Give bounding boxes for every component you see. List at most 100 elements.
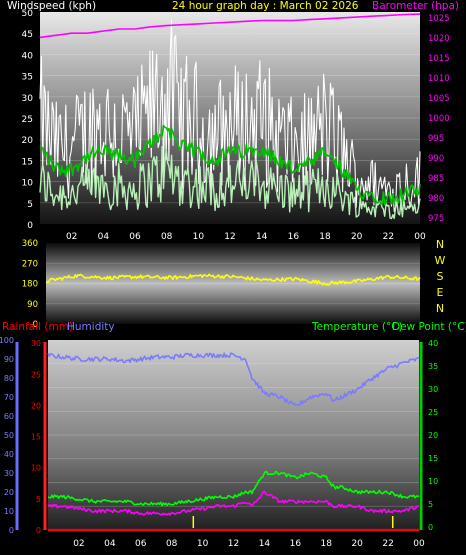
wind-barometer-panel: Windspeed (kph) 24 hour graph day : Marc… xyxy=(7,0,459,242)
direction-ticks: 0 90 180 270 360 xyxy=(22,239,38,330)
tick-label: 18 xyxy=(321,539,333,549)
temperature-axis-label: Temperature (°C) xyxy=(311,321,403,333)
tick-label: 0 xyxy=(33,320,38,330)
tick-label: 1020 xyxy=(428,34,450,44)
compass-label: E xyxy=(437,286,444,299)
tick-label: 30 xyxy=(22,94,34,104)
tick-label: 100 xyxy=(0,336,14,345)
compass-label: W xyxy=(435,254,446,267)
wind-light-line xyxy=(39,145,421,220)
tick-label: 16 xyxy=(290,539,302,549)
tick-label: 30 xyxy=(4,469,14,478)
tick-label: 0 xyxy=(27,221,33,231)
tick-label: 5 xyxy=(27,200,33,210)
tick-label: 15 xyxy=(22,157,33,167)
dewpoint-axis-label: Dew Point (°C) xyxy=(392,321,466,333)
tick-label: 30 xyxy=(428,385,438,394)
tick-label: 30 xyxy=(31,339,41,348)
tick-label: 50 xyxy=(22,9,34,19)
windspeed-line xyxy=(39,124,421,206)
tick-label: 14 xyxy=(259,539,271,549)
compass-label: N xyxy=(436,238,444,251)
tick-label: 80 xyxy=(4,374,14,383)
temperature-ticks: 0 5 10 15 20 25 30 35 40 xyxy=(428,339,438,532)
tick-label: 12 xyxy=(224,232,235,242)
humidity-line xyxy=(47,352,420,407)
x-axis-ticks: 02 04 06 08 10 12 14 16 18 20 22 00 xyxy=(66,232,426,242)
tick-label: 1005 xyxy=(428,94,450,104)
barometer-ticks: 975 980 985 990 995 1000 1005 1010 1015 1020 1025 xyxy=(428,14,450,224)
tick-label: 90 xyxy=(27,300,38,310)
tick-label: 360 xyxy=(22,239,38,249)
tick-label: 20 xyxy=(4,488,14,497)
tick-label: 0 xyxy=(36,526,41,535)
tick-label: 15 xyxy=(428,454,438,463)
tick-label: 25 xyxy=(31,370,41,379)
tick-label: 22 xyxy=(383,232,394,242)
tick-label: 00 xyxy=(414,232,426,242)
gust-line xyxy=(39,19,421,213)
tick-label: 70 xyxy=(4,393,14,402)
compass-label: S xyxy=(437,270,444,283)
tick-label: 25 xyxy=(428,408,438,417)
tick-label: 975 xyxy=(428,214,444,224)
tick-label: 10 xyxy=(197,539,209,549)
x-axis-ticks: 02 04 06 08 10 12 14 16 18 20 22 00 xyxy=(73,539,425,549)
tick-label: 90 xyxy=(4,355,14,364)
barometer-line xyxy=(39,13,421,39)
tick-label: 1010 xyxy=(428,74,450,84)
series-layer xyxy=(45,273,421,286)
tick-label: 990 xyxy=(428,154,444,164)
wind-direction-line xyxy=(45,273,421,286)
dewpoint-line xyxy=(47,490,420,516)
tick-label: 02 xyxy=(73,539,84,549)
tick-label: 35 xyxy=(428,362,438,371)
barometer-axis-label: Barometer (hpa) xyxy=(372,0,459,12)
tick-label: 40 xyxy=(428,339,438,348)
tick-label: 25 xyxy=(22,115,33,125)
gridlines xyxy=(46,262,420,305)
tick-label: 10 xyxy=(428,477,438,486)
windspeed-ticks: 0 5 10 15 20 25 30 35 40 45 50 xyxy=(22,9,34,231)
tick-label: 20 xyxy=(22,136,34,146)
tick-label: 1000 xyxy=(428,114,450,124)
tick-label: 1025 xyxy=(428,14,450,24)
tick-label: 06 xyxy=(129,232,141,242)
tick-label: 20 xyxy=(351,539,363,549)
tick-label: 20 xyxy=(31,401,41,410)
tick-label: 22 xyxy=(382,539,393,549)
tick-label: 270 xyxy=(22,259,38,269)
tick-label: 1015 xyxy=(428,54,450,64)
tick-label: 980 xyxy=(428,194,444,204)
rainfall-ticks: 0 5 10 15 20 25 30 xyxy=(31,339,41,535)
tick-label: 16 xyxy=(288,232,300,242)
tick-label: 35 xyxy=(22,73,33,83)
series-layer xyxy=(47,352,420,532)
tick-label: 12 xyxy=(228,539,239,549)
tick-label: 04 xyxy=(98,232,110,242)
tick-label: 5 xyxy=(36,495,41,504)
tick-label: 20 xyxy=(351,232,363,242)
tick-label: 10 xyxy=(31,464,41,473)
tick-label: 08 xyxy=(161,232,173,242)
tick-label: 00 xyxy=(413,539,425,549)
tick-label: 15 xyxy=(31,433,41,442)
tick-label: 04 xyxy=(104,539,116,549)
tick-label: 06 xyxy=(135,539,147,549)
tick-label: 10 xyxy=(4,507,14,516)
tick-label: 5 xyxy=(428,500,433,509)
humidity-axis-label: Humidity xyxy=(67,321,115,333)
tick-label: 60 xyxy=(4,412,14,421)
tick-label: 50 xyxy=(4,431,14,440)
tick-label: 0 xyxy=(428,523,433,532)
tick-label: 45 xyxy=(22,30,33,40)
tick-label: 40 xyxy=(22,51,34,61)
plot-area-direction xyxy=(46,243,420,324)
windspeed-axis-label: Windspeed (kph) xyxy=(7,0,96,12)
compass-label: N xyxy=(436,302,444,315)
graph-title: 24 hour graph day : March 02 2026 xyxy=(172,0,359,12)
tick-label: 0 xyxy=(9,526,14,535)
humidity-ticks: 0 10 20 30 40 50 60 70 80 90 100 xyxy=(0,336,14,535)
